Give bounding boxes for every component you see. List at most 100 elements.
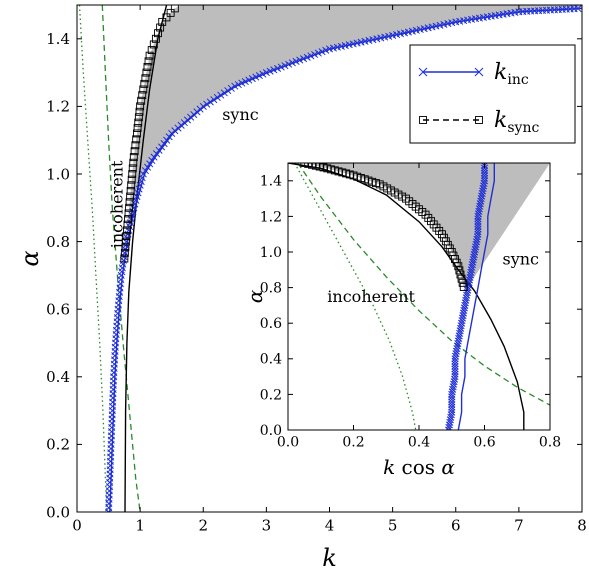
x-marker — [480, 172, 489, 180]
x-marker — [448, 408, 456, 416]
legend-x-marker — [474, 67, 484, 77]
square-marker — [156, 23, 165, 32]
k-inc-markers — [444, 163, 489, 430]
square-marker — [137, 96, 146, 105]
square-marker — [166, 8, 175, 17]
x-marker — [210, 96, 218, 104]
x-marker — [234, 81, 242, 89]
x-marker — [480, 169, 489, 177]
x-tick-label: 2 — [198, 516, 208, 534]
x-marker — [448, 403, 456, 411]
square-marker — [126, 186, 135, 195]
green-dashed-line — [101, 5, 141, 512]
x-marker — [322, 46, 330, 54]
x-axis-label: k cos α — [383, 455, 455, 479]
x-axis-label-part: cos — [395, 455, 435, 479]
square-marker — [130, 147, 139, 156]
x-marker — [238, 79, 246, 87]
x-tick-label: 5 — [388, 516, 398, 534]
x-marker — [213, 93, 221, 101]
square-marker — [455, 266, 464, 275]
x-marker — [296, 56, 304, 64]
x-marker — [451, 365, 459, 373]
y-tick-label: 1.4 — [260, 174, 282, 190]
legend-square-marker — [419, 116, 427, 124]
x-marker — [285, 60, 293, 68]
x-marker — [217, 91, 225, 99]
x-marker — [480, 174, 489, 182]
x-marker — [266, 67, 274, 75]
x-marker — [203, 100, 211, 108]
y-tick-label: 0.8 — [260, 281, 282, 297]
square-marker — [140, 79, 149, 88]
x-marker — [139, 170, 147, 178]
x-marker — [259, 70, 267, 78]
square-marker — [133, 124, 142, 132]
square-marker — [143, 63, 152, 71]
square-marker — [127, 175, 136, 184]
square-marker — [127, 181, 136, 190]
x-marker — [474, 220, 482, 228]
square-marker — [123, 220, 132, 229]
x-tick-label: 1 — [135, 516, 145, 534]
legend-label: ksync — [494, 108, 539, 136]
square-marker — [149, 40, 158, 49]
x-marker — [152, 150, 161, 158]
x-marker — [144, 163, 152, 171]
x-marker — [155, 146, 163, 154]
x-marker — [448, 406, 456, 414]
x-marker — [199, 102, 207, 110]
square-marker — [142, 68, 151, 77]
legend-label-main: k — [494, 60, 507, 85]
x-marker — [273, 64, 282, 72]
x-tick-label: 0.4 — [408, 435, 430, 451]
x-marker — [480, 177, 489, 185]
x-marker — [474, 217, 482, 226]
x-marker — [220, 89, 228, 97]
x-marker — [224, 87, 232, 95]
y-tick-label: 0.6 — [260, 316, 282, 332]
k-inc-line — [457, 163, 495, 430]
x-tick-label: 7 — [514, 516, 524, 534]
y-tick-label: 1.2 — [260, 209, 282, 225]
x-marker — [277, 63, 285, 71]
x-marker — [245, 76, 253, 84]
y-axis-label: α — [16, 250, 44, 266]
x-marker — [451, 370, 459, 378]
y-tick-label: 0.0 — [46, 503, 70, 521]
square-marker — [133, 129, 141, 138]
x-marker — [303, 53, 311, 61]
y-tick-label: 0.6 — [46, 300, 70, 318]
square-marker — [126, 192, 135, 201]
black-solid-line — [124, 5, 168, 512]
plot-area — [288, 163, 550, 430]
square-marker — [125, 203, 134, 212]
y-tick-label: 1.2 — [46, 98, 70, 116]
x-marker — [227, 84, 235, 92]
legend-entry: ksync — [419, 108, 539, 136]
green-dashed-line — [297, 163, 550, 406]
x-marker — [158, 143, 166, 151]
square-marker — [144, 57, 153, 66]
x-marker — [307, 52, 315, 60]
square-marker — [456, 270, 465, 279]
x-marker — [474, 228, 482, 236]
x-marker — [480, 167, 489, 175]
x-tick-label: 3 — [262, 516, 272, 534]
plot-area — [78, 5, 582, 512]
x-marker — [281, 62, 289, 70]
x-axis-label: k — [322, 544, 337, 572]
square-marker — [170, 5, 179, 13]
square-marker — [158, 17, 167, 26]
green-dotted-line — [78, 5, 108, 512]
y-tick-label: 0.2 — [260, 387, 282, 403]
x-tick-label: 0.2 — [342, 435, 364, 451]
x-marker — [451, 362, 459, 370]
square-marker — [139, 85, 148, 94]
square-marker — [124, 209, 133, 218]
square-marker — [134, 118, 143, 127]
square-marker — [132, 135, 141, 144]
x-marker — [141, 167, 149, 175]
